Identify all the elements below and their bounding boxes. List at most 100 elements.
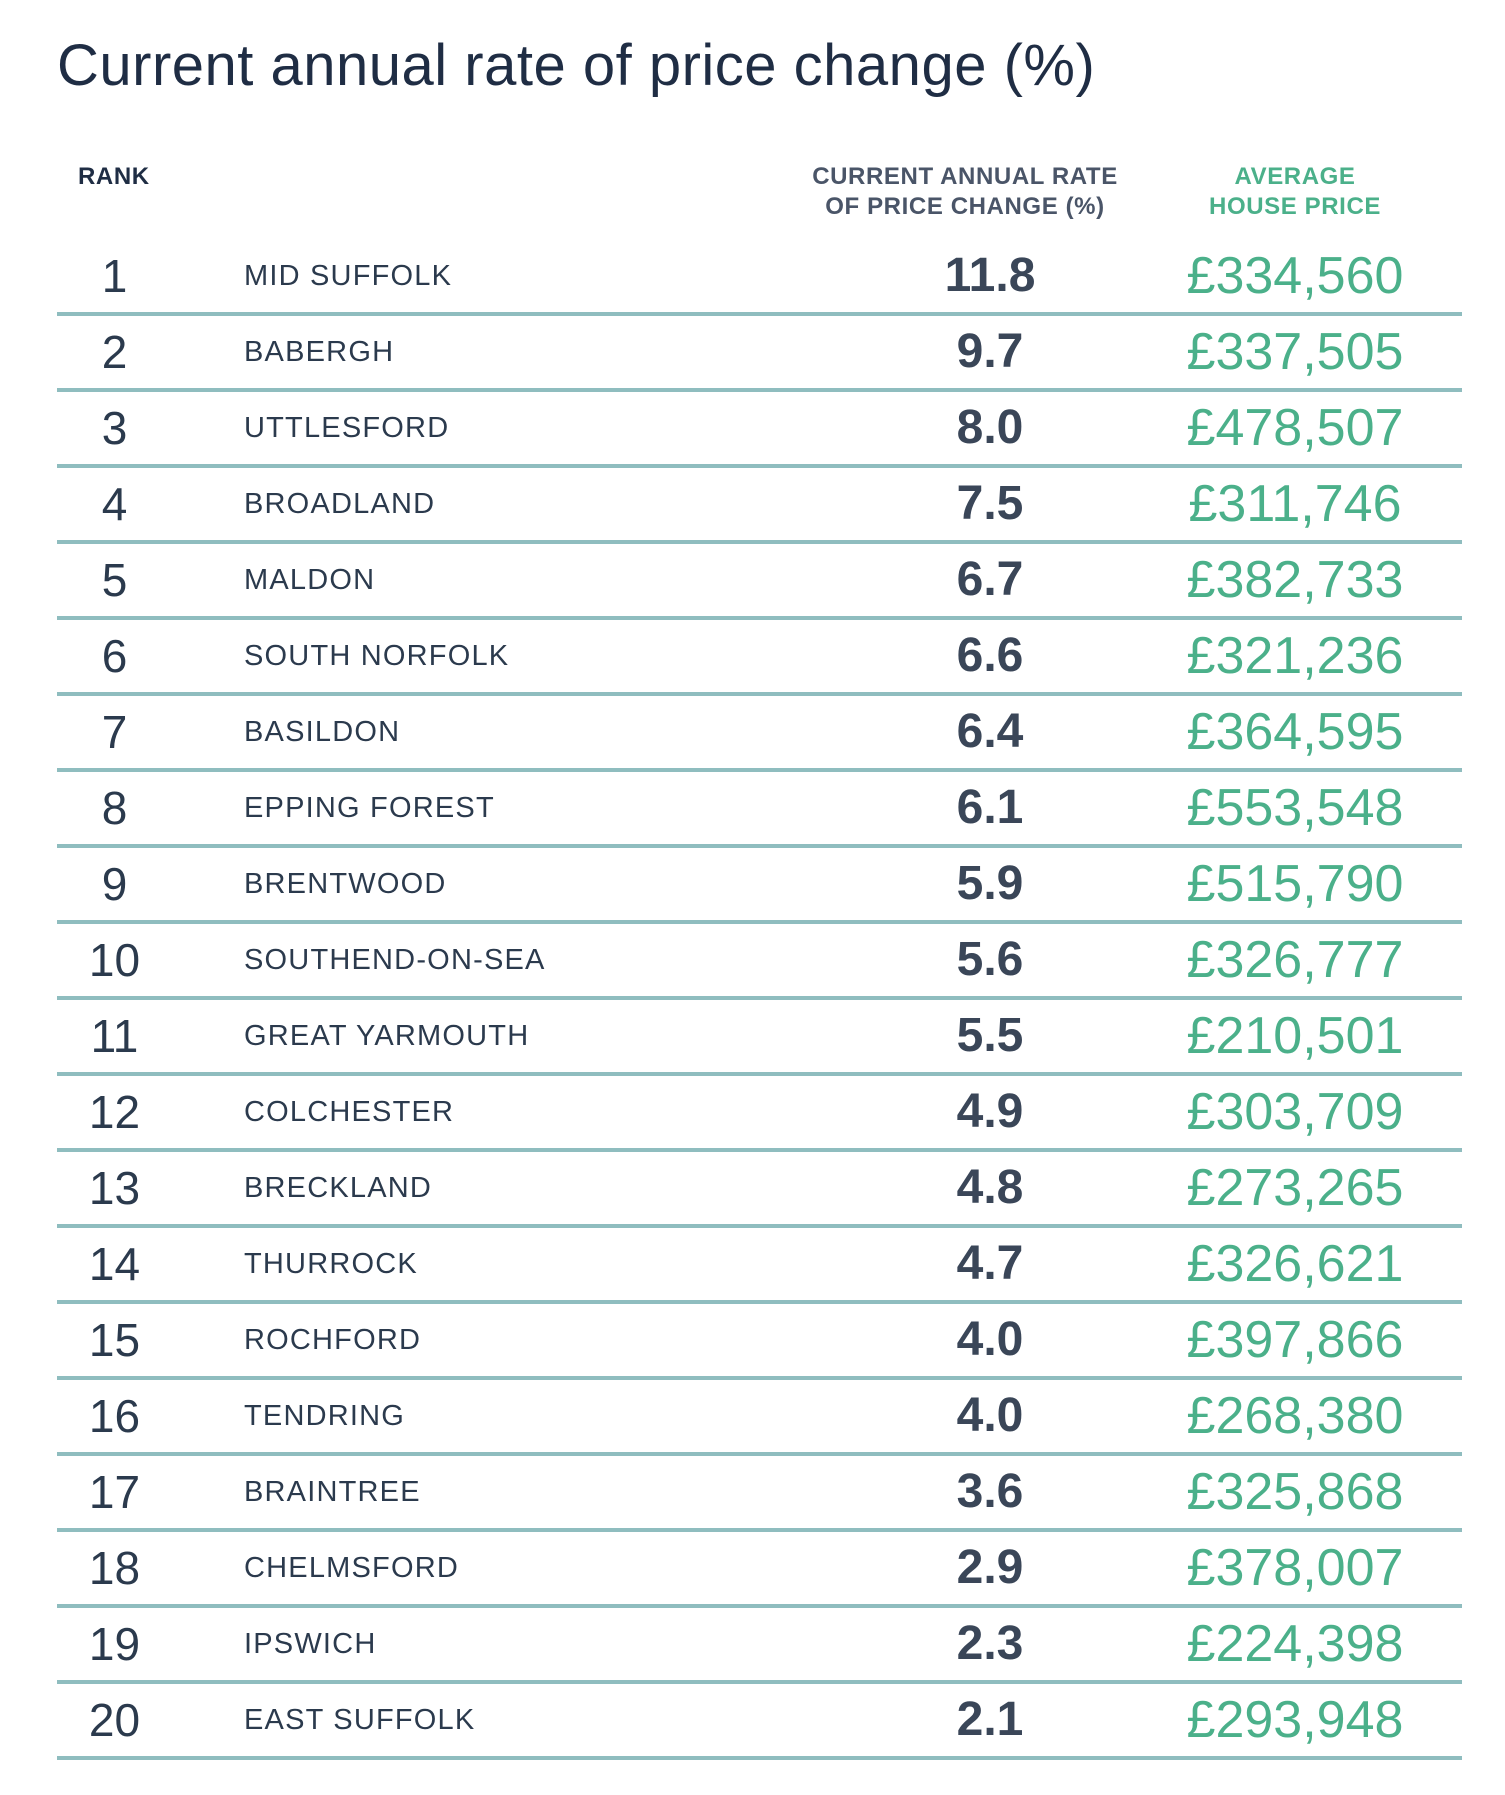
rate-cell: 5.5 xyxy=(956,1009,1024,1062)
table-row: 1 MID SUFFOLK 11.8 £334,560 xyxy=(57,240,1462,316)
district-name-cell: SOUTHEND-ON-SEA xyxy=(244,944,546,976)
district-name-cell: BRECKLAND xyxy=(244,1172,433,1204)
rank-cell: 18 xyxy=(88,1542,141,1594)
price-cell: £326,621 xyxy=(1186,1235,1404,1293)
district-name-cell: MID SUFFOLK xyxy=(244,260,453,292)
rank-cell: 5 xyxy=(101,554,128,606)
price-cell: £397,866 xyxy=(1186,1311,1404,1369)
table-row: 17 BRAINTREE 3.6 £325,868 xyxy=(57,1456,1462,1532)
rank-cell: 15 xyxy=(88,1314,141,1366)
rate-cell: 4.0 xyxy=(956,1389,1024,1442)
rank-column-header: RANK xyxy=(78,163,150,190)
district-name-cell: BRENTWOOD xyxy=(244,868,447,900)
rank-cell: 12 xyxy=(88,1086,141,1138)
district-name-cell: CHELMSFORD xyxy=(244,1552,460,1584)
district-name-cell: EAST SUFFOLK xyxy=(244,1704,476,1736)
district-name-cell: ROCHFORD xyxy=(244,1324,422,1356)
rate-cell: 5.9 xyxy=(956,857,1024,910)
price-cell: £515,790 xyxy=(1186,855,1404,913)
table-row: 6 SOUTH NORFOLK 6.6 £321,236 xyxy=(57,620,1462,696)
district-name-cell: MALDON xyxy=(244,564,376,596)
table-row: 19 IPSWICH 2.3 £224,398 xyxy=(57,1608,1462,1684)
page-title: Current annual rate of price change (%) xyxy=(57,33,1096,98)
district-name-cell: GREAT YARMOUTH xyxy=(244,1020,530,1052)
table-row: 7 BASILDON 6.4 £364,595 xyxy=(57,696,1462,772)
table-row: 9 BRENTWOOD 5.9 £515,790 xyxy=(57,848,1462,924)
rank-cell: 7 xyxy=(101,706,128,758)
price-cell: £364,595 xyxy=(1186,703,1404,761)
rate-cell: 3.6 xyxy=(956,1465,1024,1518)
district-name-cell: BABERGH xyxy=(244,336,395,368)
table-row: 5 MALDON 6.7 £382,733 xyxy=(57,544,1462,620)
rate-cell: 2.9 xyxy=(956,1541,1024,1594)
price-cell: £293,948 xyxy=(1186,1691,1404,1749)
price-cell: £321,236 xyxy=(1186,627,1404,685)
rate-cell: 11.8 xyxy=(944,249,1036,302)
district-name-cell: SOUTH NORFOLK xyxy=(244,640,510,672)
district-name-cell: TENDRING xyxy=(244,1400,406,1432)
table-row: 15 ROCHFORD 4.0 £397,866 xyxy=(57,1304,1462,1380)
price-cell: £478,507 xyxy=(1186,399,1404,457)
price-cell: £303,709 xyxy=(1186,1083,1404,1141)
price-cell: £553,548 xyxy=(1186,779,1404,837)
district-name-cell: THURROCK xyxy=(244,1248,418,1280)
rate-cell: 4.8 xyxy=(956,1161,1024,1214)
rank-cell: 16 xyxy=(88,1390,141,1442)
table-row: 20 EAST SUFFOLK 2.1 £293,948 xyxy=(57,1684,1462,1760)
price-cell: £337,505 xyxy=(1186,323,1404,381)
rate-header-line2: OF PRICE CHANGE (%) xyxy=(825,193,1105,220)
table-row: 12 COLCHESTER 4.9 £303,709 xyxy=(57,1076,1462,1152)
price-header-line1: AVERAGE xyxy=(1234,163,1356,190)
rate-cell: 9.7 xyxy=(956,325,1024,378)
rank-cell: 20 xyxy=(88,1694,141,1746)
rate-cell: 8.0 xyxy=(956,401,1024,454)
price-cell: £273,265 xyxy=(1186,1159,1404,1217)
price-cell: £382,733 xyxy=(1186,551,1404,609)
rate-cell: 4.0 xyxy=(956,1313,1024,1366)
price-header-line2: HOUSE PRICE xyxy=(1209,193,1381,220)
rate-cell: 4.9 xyxy=(956,1085,1024,1138)
district-name-cell: COLCHESTER xyxy=(244,1096,455,1128)
rate-cell: 2.1 xyxy=(956,1693,1024,1746)
table-row: 11 GREAT YARMOUTH 5.5 £210,501 xyxy=(57,1000,1462,1076)
table-row: 16 TENDRING 4.0 £268,380 xyxy=(57,1380,1462,1456)
table-row: 10 SOUTHEND-ON-SEA 5.6 £326,777 xyxy=(57,924,1462,1000)
price-cell: £378,007 xyxy=(1186,1539,1404,1597)
rank-cell: 8 xyxy=(101,782,128,834)
district-name-cell: EPPING FOREST xyxy=(244,792,495,824)
rank-cell: 3 xyxy=(101,402,128,454)
table-row: 2 BABERGH 9.7 £337,505 xyxy=(57,316,1462,392)
rate-cell: 7.5 xyxy=(956,477,1024,530)
price-cell: £334,560 xyxy=(1186,247,1404,305)
price-cell: £326,777 xyxy=(1186,931,1404,989)
table-row: 3 UTTLESFORD 8.0 £478,507 xyxy=(57,392,1462,468)
rate-cell: 2.3 xyxy=(956,1617,1024,1670)
price-cell: £311,746 xyxy=(1188,475,1402,533)
district-name-cell: IPSWICH xyxy=(244,1628,377,1660)
rank-cell: 1 xyxy=(101,250,128,302)
price-cell: £325,868 xyxy=(1186,1463,1404,1521)
rank-cell: 9 xyxy=(101,858,128,910)
district-name-cell: BROADLAND xyxy=(244,488,436,520)
rank-cell: 2 xyxy=(101,326,128,378)
district-name-cell: BASILDON xyxy=(244,716,401,748)
table-row: 18 CHELMSFORD 2.9 £378,007 xyxy=(57,1532,1462,1608)
rate-cell: 6.6 xyxy=(956,629,1024,682)
table-row: 13 BRECKLAND 4.8 £273,265 xyxy=(57,1152,1462,1228)
price-column-header: AVERAGE HOUSE PRICE xyxy=(1160,162,1430,222)
price-cell: £224,398 xyxy=(1186,1615,1404,1673)
rank-cell: 19 xyxy=(88,1618,141,1670)
price-cell: £268,380 xyxy=(1186,1387,1404,1445)
rank-cell: 4 xyxy=(101,478,128,530)
rate-cell: 5.6 xyxy=(956,933,1024,986)
table-row: 4 BROADLAND 7.5 £311,746 xyxy=(57,468,1462,544)
rate-cell: 6.7 xyxy=(956,553,1024,606)
district-name-cell: UTTLESFORD xyxy=(244,412,450,444)
price-cell: £210,501 xyxy=(1186,1007,1404,1065)
rank-cell: 11 xyxy=(90,1010,139,1062)
rate-cell: 4.7 xyxy=(956,1237,1024,1290)
rate-cell: 6.4 xyxy=(956,705,1024,758)
rate-header-line1: CURRENT ANNUAL RATE xyxy=(812,163,1118,190)
rate-column-header: CURRENT ANNUAL RATE OF PRICE CHANGE (%) xyxy=(780,162,1150,222)
